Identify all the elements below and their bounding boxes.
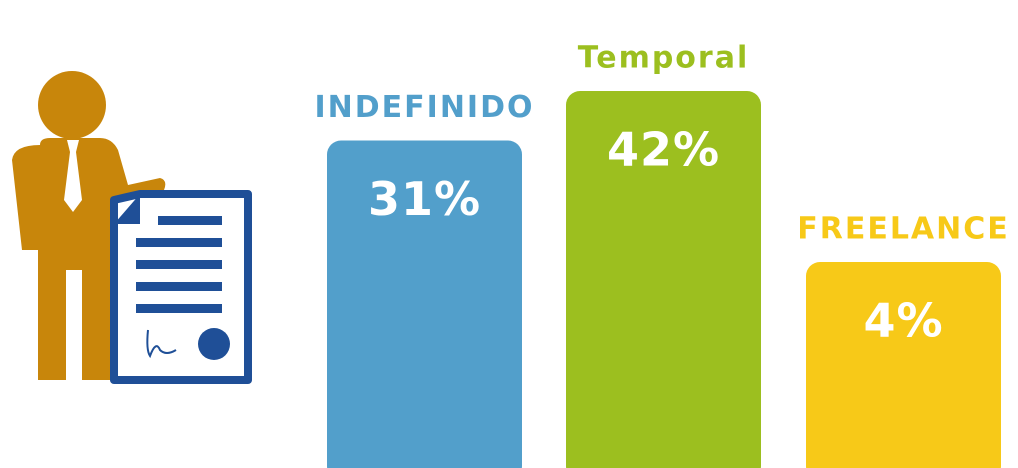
bar bbox=[566, 91, 761, 468]
contract-person-icon bbox=[12, 71, 252, 384]
bar bbox=[806, 262, 1001, 468]
category-label: INDEFINIDO bbox=[315, 90, 535, 125]
value-label: 4% bbox=[863, 294, 943, 348]
value-label: 31% bbox=[368, 172, 481, 226]
category-label: Temporal bbox=[578, 41, 750, 76]
category-label: FREELANCE bbox=[797, 212, 1010, 247]
value-label: 42% bbox=[607, 123, 720, 177]
bar bbox=[327, 140, 522, 468]
